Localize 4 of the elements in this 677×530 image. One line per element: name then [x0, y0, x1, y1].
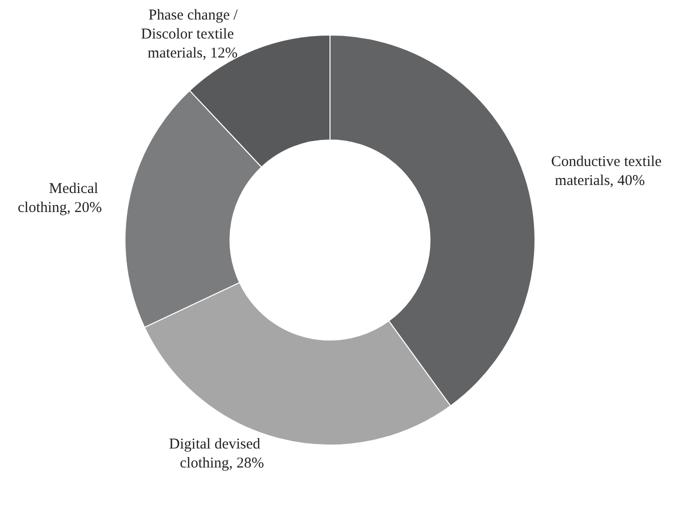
slice-label: Digital devised clothing, 28%	[169, 436, 264, 472]
slice-label: Medical clothing, 20%	[18, 181, 102, 216]
slice-label: Phase change /Discolor textile materials, 12%	[140, 8, 238, 62]
slice-label: Conductive textile materials, 40%	[551, 154, 662, 190]
